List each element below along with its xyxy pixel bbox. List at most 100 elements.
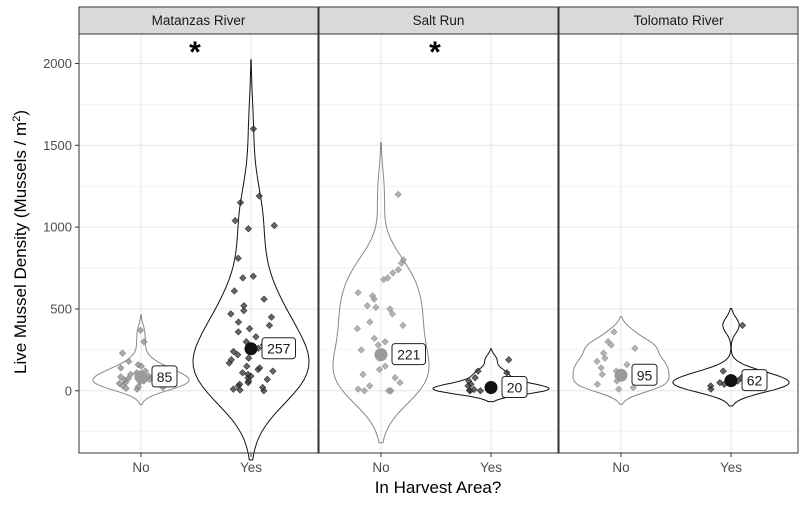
x-tick-label: No xyxy=(132,460,149,475)
mean-marker xyxy=(484,381,498,395)
data-point xyxy=(234,254,242,262)
data-point xyxy=(240,306,248,315)
facet-strip xyxy=(558,6,799,35)
mean-label-box xyxy=(501,376,528,399)
mean-label: 95 xyxy=(637,367,653,383)
y-tick-label: 1000 xyxy=(43,220,72,235)
violin xyxy=(332,142,430,444)
data-point xyxy=(719,367,727,375)
mean-marker xyxy=(134,370,148,384)
violin xyxy=(672,308,790,407)
panel-border xyxy=(78,33,319,454)
mean-label: 85 xyxy=(157,369,173,385)
data-point xyxy=(738,321,747,329)
data-point xyxy=(260,387,268,395)
data-point xyxy=(397,259,406,267)
significance-marker: * xyxy=(429,36,441,69)
data-point xyxy=(249,272,257,280)
y-axis-title-main: Live Mussel Density (Mussels / m xyxy=(11,122,30,374)
data-point xyxy=(249,125,258,133)
data-point xyxy=(370,334,378,343)
data-point xyxy=(372,303,380,311)
data-point xyxy=(133,385,141,393)
data-point xyxy=(244,378,252,387)
data-point xyxy=(353,324,361,333)
data-point xyxy=(629,383,637,392)
data-point xyxy=(379,275,388,284)
x-tick-label: No xyxy=(612,460,629,475)
data-point xyxy=(389,269,397,277)
data-point xyxy=(265,321,274,329)
data-point xyxy=(386,305,394,313)
panels-layer: Matanzas River 85 257 * No Yes Salt Run 221 20 * N… xyxy=(78,6,799,475)
data-point xyxy=(234,328,242,336)
data-point xyxy=(707,385,715,393)
mean-label-box xyxy=(741,369,768,392)
data-point xyxy=(117,373,125,381)
violin xyxy=(92,314,190,406)
data-point xyxy=(230,287,238,295)
mean-label-box xyxy=(631,363,658,386)
data-point xyxy=(354,288,362,297)
data-point xyxy=(503,369,511,377)
panel-border xyxy=(558,33,799,454)
x-tick-label: Yes xyxy=(240,460,262,475)
data-point xyxy=(269,367,277,375)
x-axis-title: In Harvest Area? xyxy=(375,478,502,497)
data-point xyxy=(505,356,513,364)
data-point xyxy=(255,192,263,200)
mean-marker xyxy=(374,348,388,362)
y-axis-title-superscript: 2 xyxy=(11,116,23,122)
data-point xyxy=(360,387,369,395)
data-point xyxy=(366,382,374,390)
data-point xyxy=(476,387,485,395)
data-point xyxy=(252,333,260,341)
y-tick-label: 2000 xyxy=(43,56,72,71)
data-point xyxy=(474,367,482,375)
data-point xyxy=(260,295,268,303)
data-point xyxy=(385,387,393,395)
data-point xyxy=(394,190,402,199)
data-point xyxy=(374,341,382,349)
y-tick-label: 500 xyxy=(50,301,72,316)
data-point xyxy=(615,385,623,393)
data-point xyxy=(236,198,245,207)
facet-panel: Matanzas River 85 257 * No Yes xyxy=(78,6,319,475)
facet-panel: Tolomato River 95 62 No Yes xyxy=(558,6,799,475)
data-point xyxy=(388,310,397,318)
data-point xyxy=(140,338,148,346)
data-point xyxy=(125,357,133,365)
data-point xyxy=(117,364,125,372)
mean-label: 20 xyxy=(507,380,523,396)
data-point xyxy=(363,302,371,310)
data-point xyxy=(466,387,474,395)
y-axis-title-suffix: ) xyxy=(11,110,30,116)
data-point xyxy=(623,360,631,369)
facet-strip xyxy=(78,6,319,35)
data-point xyxy=(225,359,233,367)
mean-marker xyxy=(724,374,738,388)
data-point xyxy=(601,354,609,362)
data-point xyxy=(244,225,253,233)
x-tick-label: Yes xyxy=(480,460,502,475)
x-tick-label: Yes xyxy=(720,460,742,475)
data-point xyxy=(137,362,145,370)
data-point xyxy=(229,385,237,393)
data-point xyxy=(244,354,253,362)
panel-border xyxy=(318,33,559,454)
data-point xyxy=(231,216,239,225)
data-point xyxy=(381,362,389,370)
violin xyxy=(432,348,550,403)
data-point xyxy=(234,351,242,359)
data-point xyxy=(270,221,278,230)
facet-title: Tolomato River xyxy=(633,13,724,28)
facet-title: Salt Run xyxy=(413,13,465,28)
data-point xyxy=(136,326,145,334)
y-tick-label: 1500 xyxy=(43,138,72,153)
data-point xyxy=(391,374,399,382)
data-point xyxy=(236,386,244,394)
violin xyxy=(572,316,670,405)
data-point xyxy=(399,321,407,329)
